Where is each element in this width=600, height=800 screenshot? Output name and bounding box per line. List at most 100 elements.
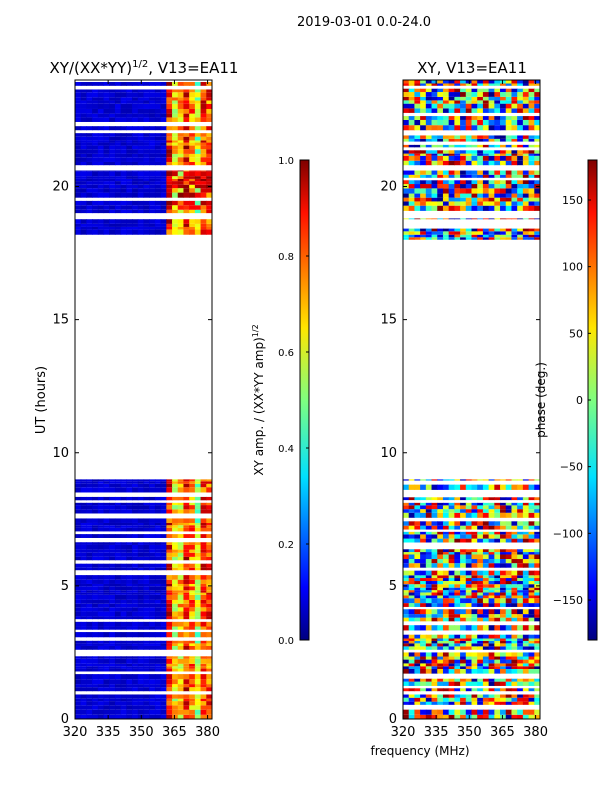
heatmap-cell bbox=[425, 80, 433, 84]
heatmap-cell bbox=[448, 559, 455, 564]
heatmap-cell bbox=[189, 126, 196, 131]
heatmap-cell bbox=[149, 698, 156, 702]
heatmap-cell bbox=[183, 149, 190, 154]
heatmap-cell bbox=[465, 656, 473, 660]
heatmap-cell bbox=[500, 201, 507, 206]
heatmap-cell bbox=[500, 714, 507, 719]
heatmap-cell bbox=[177, 709, 185, 715]
heatmap-cell bbox=[500, 108, 507, 113]
heatmap-cell bbox=[126, 590, 133, 593]
heatmap-cell bbox=[403, 509, 410, 513]
heatmap-cell bbox=[200, 632, 207, 638]
heatmap-cell bbox=[114, 645, 122, 650]
heatmap-cell bbox=[534, 160, 540, 166]
heatmap-cell bbox=[431, 714, 438, 719]
heatmap-cell bbox=[522, 138, 530, 142]
heatmap-cell bbox=[448, 135, 455, 139]
heatmap-cell bbox=[534, 581, 540, 585]
heatmap-cell bbox=[92, 142, 99, 146]
heatmap-cell bbox=[86, 181, 93, 185]
heatmap-cell bbox=[460, 694, 467, 698]
heatmap-cell bbox=[189, 209, 196, 214]
heatmap-cell bbox=[200, 616, 207, 620]
heatmap-cell bbox=[442, 681, 450, 686]
heatmap-cell bbox=[177, 479, 185, 482]
heatmap-cell bbox=[454, 512, 461, 518]
heatmap-cell bbox=[420, 598, 427, 604]
heatmap-cell bbox=[177, 552, 185, 557]
heatmap-cell bbox=[511, 581, 518, 585]
heatmap-cell bbox=[92, 192, 99, 198]
heatmap-cell bbox=[166, 687, 173, 692]
heatmap-cell bbox=[534, 502, 540, 506]
heatmap-cell bbox=[126, 149, 133, 154]
heatmap-cell bbox=[460, 584, 467, 588]
heatmap-cell bbox=[206, 525, 212, 528]
heatmap-cell bbox=[403, 502, 410, 506]
heatmap-cell bbox=[465, 552, 473, 555]
heatmap-cell bbox=[414, 659, 421, 664]
heatmap-cell bbox=[86, 89, 93, 93]
heatmap-cell bbox=[160, 527, 167, 532]
heatmap-cell bbox=[517, 96, 524, 101]
heatmap-cell bbox=[177, 592, 185, 595]
heatmap-cell bbox=[92, 153, 99, 158]
heatmap-cell bbox=[160, 505, 167, 510]
heatmap-cell bbox=[120, 113, 127, 118]
heatmap-cell bbox=[80, 200, 88, 206]
heatmap-cell bbox=[494, 160, 501, 166]
heatmap-cell bbox=[534, 640, 540, 644]
heatmap-cell bbox=[114, 632, 122, 638]
heatmap-cell bbox=[166, 668, 173, 672]
heatmap-cell bbox=[149, 616, 156, 620]
heatmap-cell bbox=[454, 83, 461, 86]
heatmap-cell bbox=[160, 668, 167, 672]
heatmap-cell bbox=[454, 552, 461, 555]
heatmap-cell bbox=[189, 181, 196, 185]
heatmap-cell bbox=[425, 479, 433, 481]
heatmap-cell bbox=[149, 579, 156, 584]
heatmap-cell bbox=[132, 483, 139, 488]
heatmap-cell bbox=[431, 479, 438, 481]
heatmap-cell bbox=[80, 579, 88, 584]
heatmap-cell bbox=[143, 145, 150, 150]
heatmap-cell bbox=[120, 579, 127, 584]
heatmap-cell bbox=[114, 594, 122, 600]
heatmap-cell bbox=[154, 113, 162, 118]
heatmap-cell bbox=[494, 155, 501, 161]
heatmap-cell bbox=[200, 607, 207, 612]
heatmap-cell bbox=[160, 694, 167, 699]
heatmap-cell bbox=[86, 117, 93, 122]
heatmap-cell bbox=[522, 697, 530, 702]
heatmap-cell bbox=[465, 625, 473, 631]
heatmap-cell bbox=[109, 626, 116, 630]
heatmap-cell bbox=[183, 229, 190, 235]
heatmap-cell bbox=[505, 153, 513, 156]
heatmap-cell bbox=[86, 687, 93, 692]
heatmap-cell bbox=[511, 103, 518, 109]
heatmap-cell bbox=[200, 502, 207, 506]
heatmap-cell bbox=[482, 659, 490, 664]
heatmap-cell bbox=[189, 226, 196, 230]
heatmap-cell bbox=[80, 136, 88, 141]
heatmap-cell bbox=[465, 193, 473, 198]
heatmap-cell bbox=[431, 534, 438, 539]
heatmap-cell bbox=[414, 575, 421, 579]
heatmap-cell bbox=[194, 534, 202, 538]
heatmap-cell bbox=[154, 97, 162, 101]
heatmap-cell bbox=[408, 150, 416, 154]
heatmap-cell bbox=[166, 502, 173, 506]
heatmap-cell bbox=[465, 96, 473, 101]
heatmap-cell bbox=[160, 136, 167, 141]
heatmap-cell bbox=[166, 663, 173, 667]
heatmap-cell bbox=[408, 103, 416, 109]
heatmap-cell bbox=[80, 209, 88, 214]
heatmap-cell bbox=[149, 583, 156, 587]
heatmap-cell bbox=[97, 113, 105, 118]
heatmap-cell bbox=[500, 570, 507, 576]
heatmap-cell bbox=[189, 184, 196, 189]
heatmap-cell bbox=[160, 176, 167, 179]
heatmap-cell bbox=[120, 140, 127, 143]
heatmap-cell bbox=[114, 223, 122, 227]
heatmap-cell bbox=[488, 634, 495, 639]
